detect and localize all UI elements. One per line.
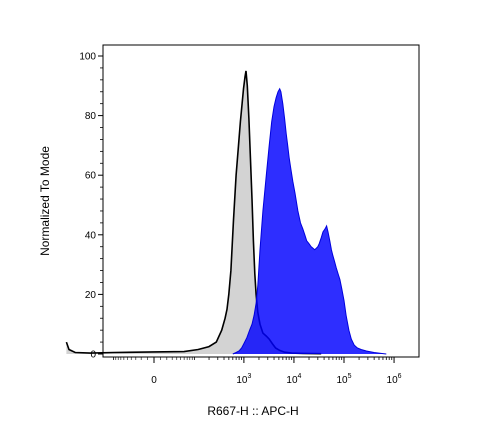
y-tick-label: 100: [79, 52, 96, 63]
series-layer: [65, 70, 387, 355]
series-2-area: [232, 88, 387, 355]
y-tick-label: 0: [90, 350, 96, 361]
y-tick-label: 60: [85, 171, 97, 182]
axes-layer: 0 20 40 60 80 100 0 103 104 105 106: [79, 44, 420, 386]
y-tick-label: 20: [85, 290, 97, 301]
x-tick-label: 106: [387, 373, 402, 386]
x-tick-label: 0: [151, 375, 157, 386]
x-axis-label: R667-H :: APC-H: [207, 404, 298, 418]
y-tick-label: 40: [85, 230, 97, 241]
x-tick-label: 103: [236, 373, 251, 386]
y-axis-label: Normalized To Mode: [38, 146, 52, 256]
plot-frame: [102, 44, 420, 358]
x-tick-label: 104: [286, 373, 301, 386]
series-2-outline: [232, 87, 387, 355]
x-tick-label: 105: [336, 373, 351, 386]
y-tick-label: 80: [85, 111, 97, 122]
